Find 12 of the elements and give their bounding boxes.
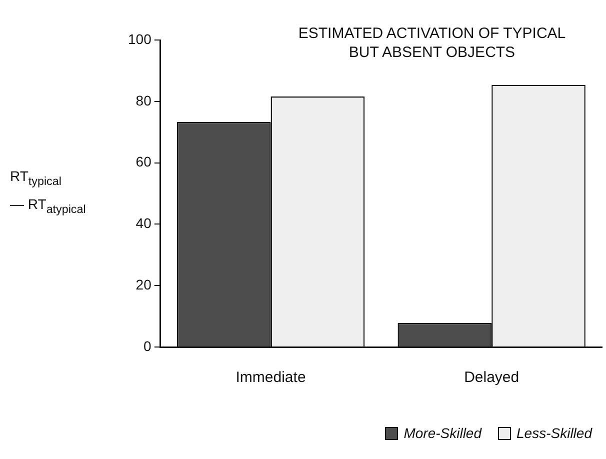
legend-label: Less-Skilled: [516, 425, 592, 441]
y-tick-label: 100: [128, 30, 152, 47]
x-tick-label: Immediate: [236, 369, 306, 386]
y-axis-title: RT$_{typical}$ — RT$_{atypical}$: [10, 167, 86, 218]
legend-label: More-Skilled: [404, 425, 482, 441]
y-tick-label: 40: [136, 215, 152, 232]
chart-title: ESTIMATED ACTIVATION OF TYPICAL BUT ABSENT OBJECTS: [297, 24, 567, 62]
y-tick-label: 20: [136, 276, 152, 292]
x-tick-label: Delayed: [464, 369, 520, 386]
y-tick-label: 60: [136, 154, 152, 170]
y-tick-label: 0: [144, 338, 152, 354]
y-tick-label: 80: [136, 92, 152, 108]
